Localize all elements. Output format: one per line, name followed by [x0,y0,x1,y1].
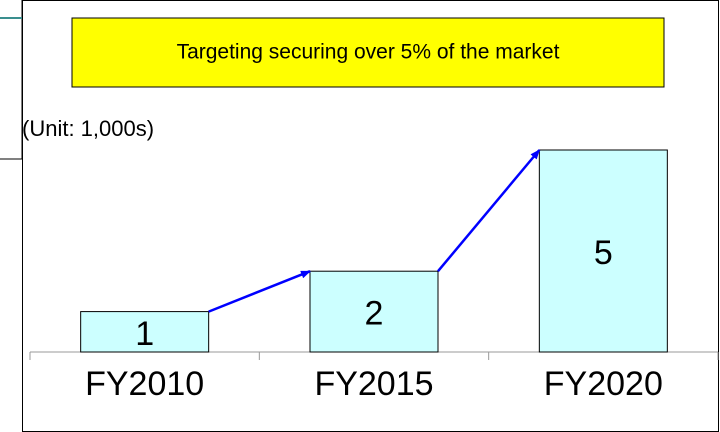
x-tick-label: FY2015 [314,365,433,403]
bar [80,311,210,353]
chart-title: Targeting securing over 5% of the market [177,41,560,64]
unit-label: (Unit: 1,000s) [22,116,154,141]
title-box [71,17,665,88]
trend-arrow [437,149,541,273]
x-tick-label: FY2010 [85,365,204,403]
bar [538,149,668,353]
side-panel [0,0,23,160]
x-tick-label: FY2020 [544,365,663,403]
trend-arrow [208,270,311,313]
value-label: 1 [135,315,154,353]
value-label: 5 [594,234,613,272]
value-label: 2 [365,295,384,333]
bar [309,270,439,353]
